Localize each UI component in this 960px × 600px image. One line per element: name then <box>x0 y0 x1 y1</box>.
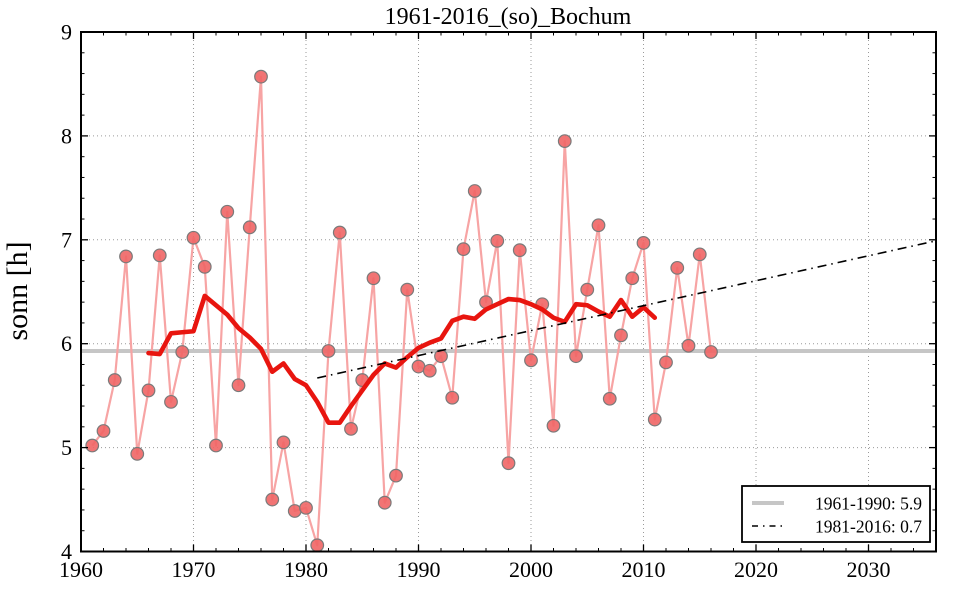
annual-marker <box>614 328 628 343</box>
annual-marker <box>186 230 201 245</box>
plot-border <box>80 31 937 553</box>
x-tick-label: 1970 <box>172 557 216 582</box>
annual-marker <box>692 247 707 262</box>
annual-marker <box>580 282 595 297</box>
annual-marker <box>254 69 268 84</box>
annual-marker <box>389 468 403 483</box>
annual-marker <box>659 355 673 370</box>
y-tick-label: 5 <box>61 435 72 460</box>
annual-marker <box>467 184 482 198</box>
annual-marker <box>119 249 133 264</box>
annual-marker <box>299 500 313 515</box>
annual-marker <box>152 248 167 263</box>
annual-marker <box>141 383 156 398</box>
annual-marker <box>681 338 696 353</box>
y-tick-label: 9 <box>61 20 72 45</box>
legend-label-trend: 1981-2016: 0.7 <box>815 517 922 537</box>
annual-marker <box>602 391 617 406</box>
y-axis-label: sonn [h] <box>1 241 34 340</box>
annual-marker <box>557 134 572 148</box>
annual-marker <box>321 344 336 358</box>
annual-marker <box>164 394 178 409</box>
annual-marker <box>130 446 145 461</box>
axis-ticks <box>80 31 936 553</box>
annual-marker <box>591 218 606 233</box>
annual-marker <box>501 456 516 471</box>
annual-marker <box>377 495 392 510</box>
annual-marker <box>344 421 358 436</box>
annual-marker <box>546 418 561 433</box>
annual-marker <box>445 390 460 405</box>
y-tick-label: 4 <box>61 539 72 564</box>
annual-marker <box>456 242 471 257</box>
annual-marker <box>231 378 246 393</box>
x-tick-label: 1990 <box>397 557 441 582</box>
annual-marker <box>400 282 415 297</box>
annual-marker <box>175 345 190 359</box>
annual-marker <box>366 271 381 286</box>
chart-title: 1961-2016_(so)_Bochum <box>385 4 632 30</box>
annual-marker <box>512 243 527 258</box>
annual-marker <box>434 349 448 364</box>
axis-tick-labels: 1960 1970 1980 1990 2000 2010 2020 2030 4 5 6 7 8 9 <box>59 20 891 583</box>
y-tick-label: 6 <box>61 331 72 356</box>
running-mean-line <box>146 293 658 425</box>
trend-line <box>317 240 937 379</box>
annual-marker <box>704 345 718 359</box>
legend-label-mean: 1961-1990: 5.9 <box>815 494 922 514</box>
annual-marker <box>647 412 662 427</box>
annual-marker <box>569 349 583 364</box>
y-tick-label: 8 <box>61 123 72 148</box>
annual-marker <box>287 504 302 518</box>
annual-marker <box>490 233 505 248</box>
annual-marker <box>107 373 122 387</box>
annual-marker <box>310 538 325 553</box>
annual-marker <box>96 424 111 438</box>
annual-marker <box>265 492 280 507</box>
annual-marker <box>625 271 640 286</box>
annual-marker <box>276 435 291 450</box>
annual-marker <box>670 260 685 275</box>
annual-marker <box>197 259 212 274</box>
annual-marker <box>422 363 437 378</box>
legend: 1961-1990: 5.9 1981-2016: 0.7 <box>741 485 931 543</box>
annual-marker <box>524 353 538 368</box>
annual-marker <box>209 438 223 453</box>
x-tick-label: 2020 <box>734 557 778 582</box>
x-tick-label: 2000 <box>509 557 553 582</box>
legend-box <box>741 485 931 543</box>
annual-marker <box>85 438 100 453</box>
annual-marker <box>636 236 651 250</box>
x-tick-label: 1980 <box>284 557 328 582</box>
x-tick-label: 2030 <box>847 557 891 582</box>
y-tick-label: 7 <box>61 227 72 252</box>
x-tick-label: 1960 <box>59 557 103 582</box>
gridlines <box>81 32 936 552</box>
annual-marker <box>332 225 347 240</box>
data-series <box>85 69 937 553</box>
annual-marker <box>242 220 257 235</box>
annual-marker <box>220 204 235 219</box>
x-tick-label: 2010 <box>622 557 666 582</box>
